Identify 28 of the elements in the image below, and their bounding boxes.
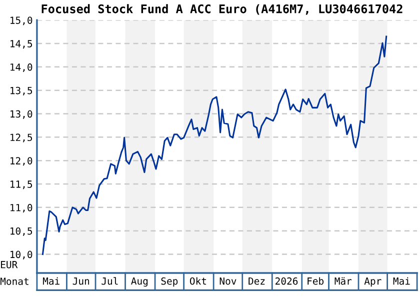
y-tick-label: 14,5 [10,40,32,49]
y-tick-label: 13,5 [10,86,32,96]
x-tick-label: Dez [248,278,265,285]
x-tick-label: Jul [102,277,118,285]
y-tick-label: 12,0 [10,157,32,166]
x-tick-label: Okt [190,277,206,285]
x-tick-label: Mär [334,277,352,285]
x-tick-label: 2026 [276,277,298,285]
y-axis-title: EUR [1,261,18,268]
y-tick-label: 10,0 [10,250,32,260]
chart-title: Focused Stock Fund A ACC Euro (A416M7, LU3046617042 [42,4,402,15]
y-tick-label: 11,0 [10,204,32,213]
y-tick-label: 10,5 [10,227,32,236]
x-tick-label: Jun [72,278,90,285]
x-tick-label: Mai [42,277,60,285]
y-tick-label: 11,5 [10,180,32,190]
y-tick-label: 12,5 [10,134,32,142]
y-tick-label: 13,0 [10,110,32,119]
y-tick-label: 15,0 [10,16,32,26]
x-tick-label: Apr [364,278,382,287]
x-tick-label: Mai [393,277,410,285]
x-tick-label: Feb [308,277,324,285]
x-tick-label: Sep [161,277,178,287]
x-tick-label: Aug [131,277,148,287]
x-tick-label: Nov [220,278,236,285]
line-series [42,36,388,256]
x-axis-title: Monat [0,278,28,285]
y-tick-label: 14,0 [10,63,32,72]
